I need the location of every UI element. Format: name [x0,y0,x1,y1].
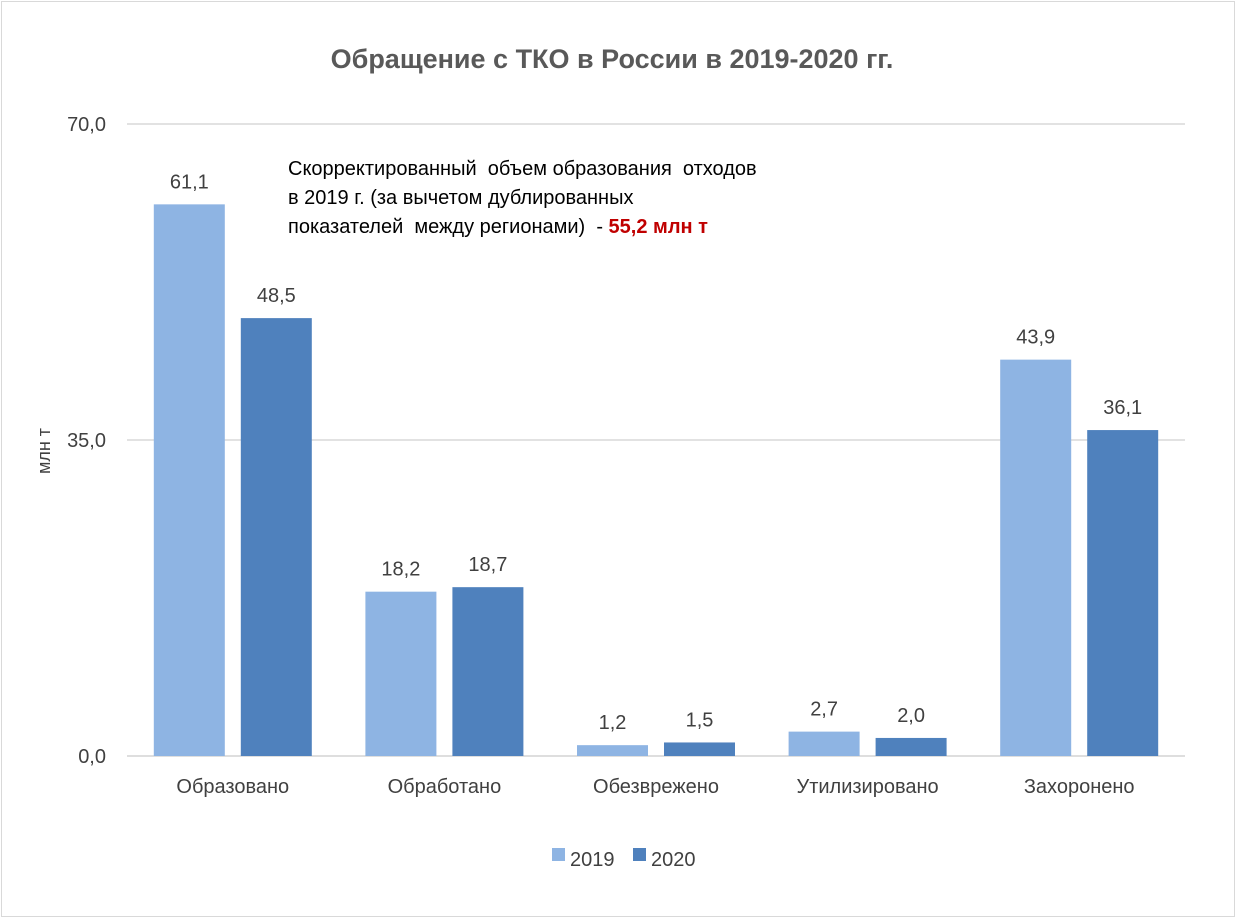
data-label: 43,9 [1016,327,1055,349]
annotation-line-3-text: показателей между регионами) - [288,216,609,238]
data-label: 36,1 [1103,397,1142,419]
data-labels: 61,1 48,5 18,2 18,7 1,2 1,5 2,7 2,0 43,9 36,1 [170,171,1142,734]
annotation-line-2: в 2019 г. (за вычетом дублированных [288,187,633,209]
bar-2020 [664,742,735,756]
category-label: Обработано [388,776,502,798]
bar-2019 [577,745,648,756]
annotation-highlight: 55,2 млн т [609,216,709,238]
annotation-line-1: Скорректированный объем образования отхо… [288,158,757,180]
category-labels: Образовано Обработано Обезврежено Утилизиро… [176,776,1134,798]
data-label: 2,7 [810,699,838,721]
bar-2019 [365,591,437,756]
data-label: 2,0 [897,705,925,727]
bar-2019 [153,204,225,757]
bar-2020 [1087,430,1159,756]
bar-2019 [1000,359,1072,756]
data-label: 61,1 [170,171,209,193]
category-label: Обезврежено [593,776,719,798]
category-label: Образовано [176,776,289,798]
legend-swatch-2020 [633,848,646,861]
bar-2020 [452,587,524,756]
y-axis-title: млн т [34,428,54,474]
y-tick-label: 35,0 [67,430,106,452]
y-tick-label: 70,0 [67,114,106,136]
data-label: 1,5 [686,709,714,731]
bar-2020 [875,737,947,756]
data-label: 18,7 [468,554,507,576]
legend: 2019 2020 [552,848,696,871]
data-label: 48,5 [257,285,296,307]
y-tick-label: 0,0 [78,746,106,768]
chart-title: Обращение с ТКО в России в 2019-2020 гг. [331,44,894,74]
legend-label-2019: 2019 [570,849,615,871]
category-label: Утилизировано [797,776,939,798]
data-label: 18,2 [381,559,420,581]
annotation: Скорректированный объем образования отхо… [288,158,757,238]
y-tick-labels: 0,0 35,0 70,0 [67,114,106,768]
bars [153,204,1159,757]
legend-swatch-2019 [552,848,565,861]
category-label: Захоронено [1024,776,1135,798]
data-label: 1,2 [599,712,627,734]
bar-2019 [788,731,860,756]
bar-2020 [240,318,312,756]
legend-label-2020: 2020 [651,849,696,871]
annotation-line-3: показателей между регионами) - 55,2 млн … [288,216,708,238]
